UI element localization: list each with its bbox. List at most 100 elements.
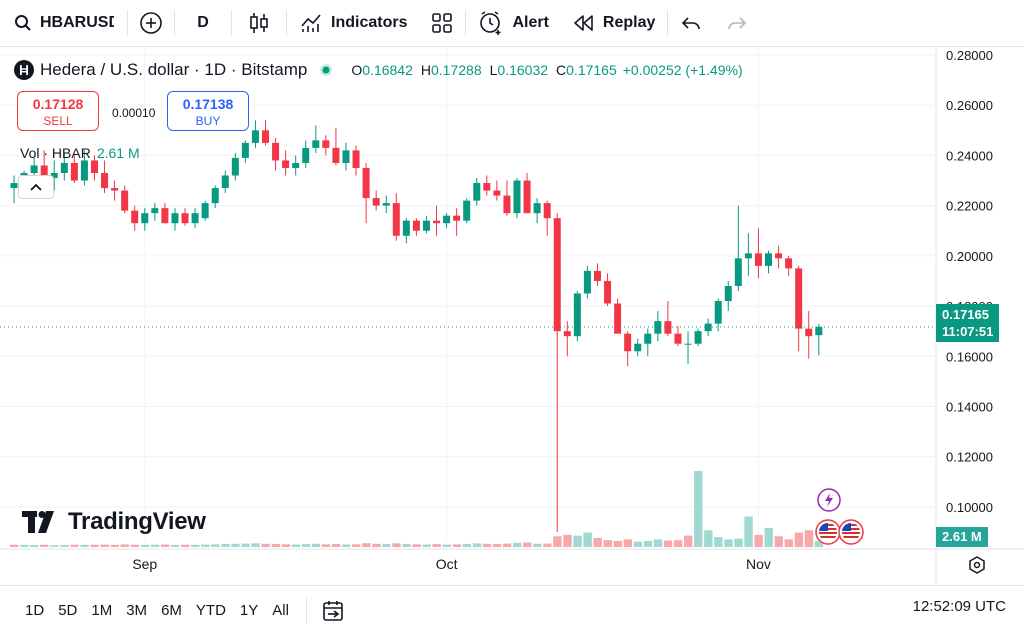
chart-settings-button[interactable] (966, 554, 988, 576)
candle-body (473, 183, 481, 201)
high-value: 0.17288 (431, 62, 482, 78)
candle (231, 152, 239, 181)
range-button[interactable]: 1D (25, 602, 45, 619)
candle (593, 263, 601, 286)
volume-bar (784, 539, 794, 547)
symbol-title[interactable]: Hedera / U.S. dollar · 1D · Bitstamp (40, 60, 308, 79)
candle (754, 228, 762, 279)
undo-button[interactable] (668, 0, 714, 46)
candle (694, 328, 702, 347)
candle (503, 180, 511, 216)
candle (624, 331, 632, 367)
candle (724, 280, 732, 312)
volume-bar (90, 544, 99, 547)
time-tick-label: Nov (746, 556, 771, 572)
range-button[interactable]: 1Y (239, 602, 259, 619)
templates-button[interactable] (419, 0, 465, 46)
candle (141, 208, 149, 231)
candle-body (241, 142, 249, 158)
lightning-icon (817, 488, 841, 512)
candle-body (50, 172, 58, 179)
volume-bar (352, 544, 361, 547)
market-status-icon[interactable] (319, 63, 333, 77)
goto-date-button[interactable] (321, 599, 347, 623)
range-button[interactable]: 1M (91, 602, 113, 619)
volume-bar (804, 530, 814, 547)
current-price-label: 0.17165 (942, 307, 989, 322)
volume-bar (341, 544, 351, 547)
price-tick-label: 0.10000 (946, 500, 993, 515)
candle-body (121, 190, 129, 211)
candle (563, 321, 571, 357)
volume-bar (734, 538, 743, 547)
compare-symbol-button[interactable] (128, 0, 174, 46)
range-button[interactable]: YTD (195, 602, 226, 619)
candle (684, 331, 692, 364)
symbol-search[interactable]: HBARUSD (0, 0, 127, 46)
chart-type-button[interactable] (232, 0, 286, 46)
candle-body (433, 220, 441, 224)
price-tick-label: 0.20000 (946, 249, 993, 264)
candle (664, 301, 672, 337)
replay-button[interactable]: Replay (561, 0, 667, 46)
candle-body (161, 208, 169, 224)
candle (815, 323, 823, 356)
collapse-legend-button[interactable] (18, 175, 54, 199)
volume-bar (462, 543, 472, 547)
candle-body (493, 190, 501, 196)
candle (433, 205, 441, 236)
toolbar-divider (305, 597, 307, 624)
range-button[interactable]: All (272, 602, 289, 619)
alert-icon (478, 10, 504, 36)
candle (211, 185, 219, 209)
buy-button[interactable]: 0.17138 BUY (167, 91, 249, 131)
interval-button[interactable]: D (197, 14, 209, 31)
candle-body (483, 183, 491, 191)
candle (543, 200, 551, 236)
indicators-button[interactable]: Indicators (287, 0, 419, 46)
candle (402, 218, 410, 244)
candle (282, 150, 290, 176)
volume-tag: 2.61 M (936, 527, 988, 547)
volume-bar (643, 540, 653, 547)
candle (775, 245, 783, 269)
candle (412, 218, 420, 236)
tradingview-logo[interactable]: TradingView (22, 508, 206, 536)
range-button[interactable]: 3M (126, 602, 148, 619)
price-chart[interactable]: 0.280000.260000.240000.220000.200000.180… (0, 47, 1024, 585)
volume-bar (20, 544, 29, 547)
candle-body (201, 203, 209, 219)
hedera-logo-icon (14, 60, 34, 80)
candle (50, 160, 58, 191)
replay-label: Replay (602, 14, 656, 31)
candle (332, 127, 340, 166)
undo-icon (681, 15, 701, 31)
chevron-up-icon (30, 183, 42, 191)
candle-body (765, 253, 772, 266)
candle-body (744, 253, 752, 259)
volume-legend[interactable]: Vol · HBAR 2.61 M (20, 145, 140, 161)
candle (70, 155, 78, 184)
events-marker[interactable] (817, 488, 841, 517)
range-button[interactable]: 5D (58, 602, 78, 619)
economic-events-marker[interactable] (815, 519, 864, 545)
toolbar-divider (174, 10, 175, 36)
open-key: O (351, 62, 363, 78)
candle-body (624, 333, 632, 352)
candle-body (131, 210, 139, 224)
volume-bar (653, 539, 663, 547)
range-button[interactable]: 6M (161, 602, 182, 619)
sell-label: SELL (43, 114, 73, 128)
volume-bar (80, 544, 89, 547)
volume-bar (221, 543, 230, 547)
volume-bar (402, 544, 411, 547)
sell-button[interactable]: 0.17128 SELL (17, 91, 99, 131)
volume-bar (774, 536, 783, 547)
candle-body (573, 293, 581, 337)
volume-value: 2.61 M (96, 145, 140, 161)
candle-body (262, 130, 269, 143)
alert-button[interactable]: Alert (466, 0, 560, 46)
volume-bar (744, 516, 753, 547)
utc-clock[interactable]: 12:52:09 UTC (912, 598, 1006, 615)
redo-button[interactable] (714, 0, 760, 46)
